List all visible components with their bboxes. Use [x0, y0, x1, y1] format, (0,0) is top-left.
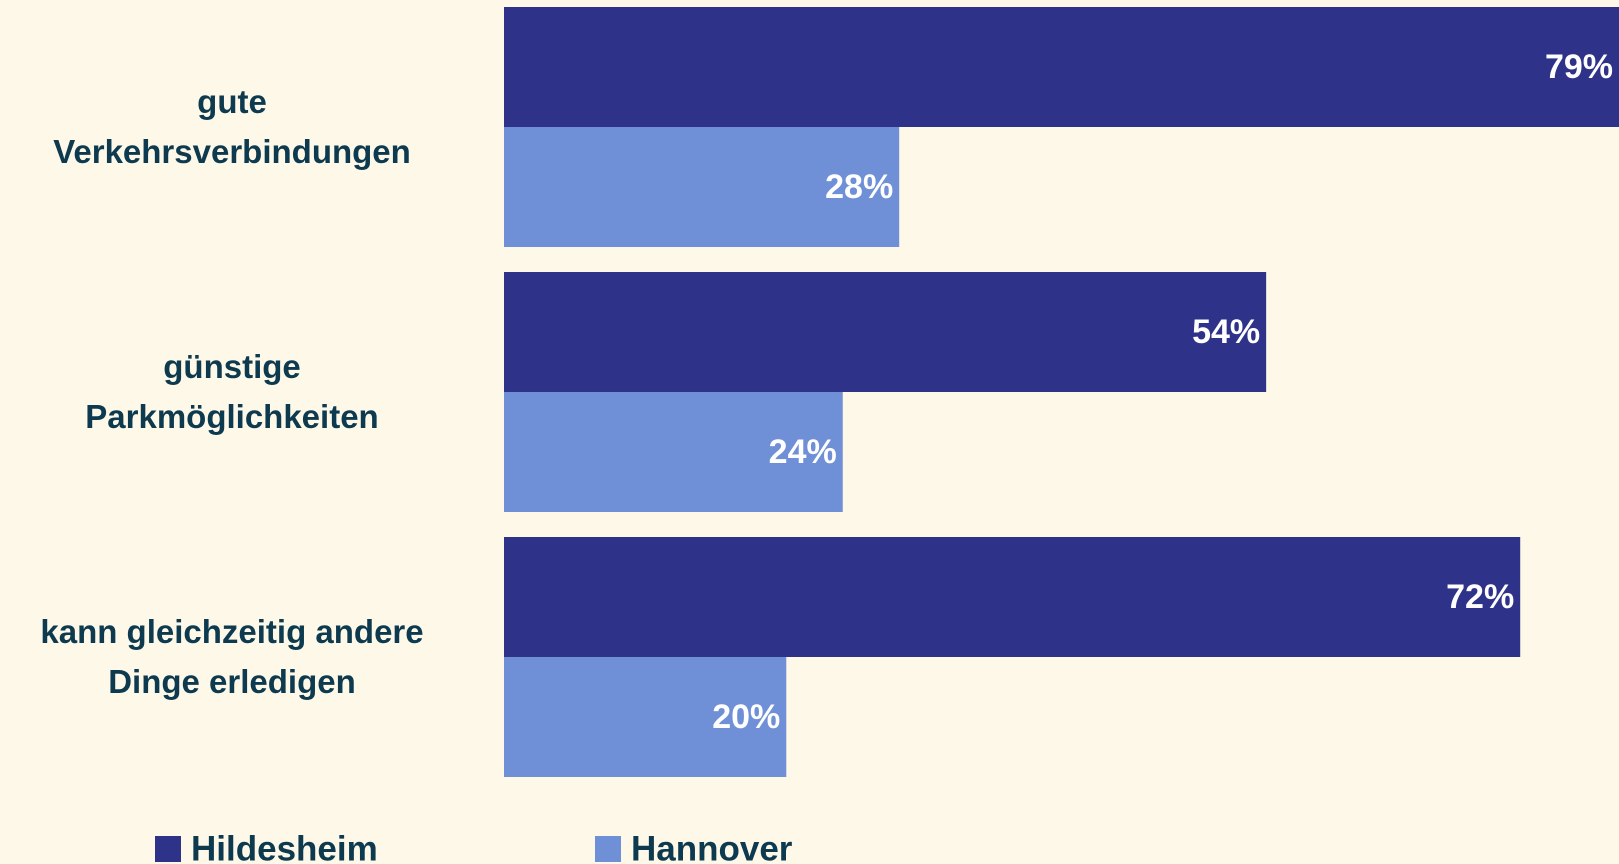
value-label: 28%: [825, 168, 893, 206]
category-label: kann gleichzeitig andere Dinge erledigen: [40, 613, 424, 700]
value-label: 20%: [712, 698, 780, 736]
category-label: günstige Parkmöglichkeiten: [85, 348, 379, 435]
legend-swatch: [155, 836, 181, 862]
legend-label: Hannover: [631, 829, 793, 864]
value-label: 54%: [1192, 313, 1260, 351]
bar: [504, 537, 1521, 657]
category-label: gute Verkehrsverbindungen: [53, 83, 411, 170]
bar: [504, 127, 900, 247]
value-label: 72%: [1446, 578, 1514, 616]
bar: [504, 272, 1267, 392]
bar: [504, 392, 843, 512]
value-label: 79%: [1545, 48, 1613, 86]
bar: [504, 7, 1619, 127]
value-label: 24%: [769, 433, 837, 471]
legend-swatch: [595, 836, 621, 862]
legend-label: Hildesheim: [191, 829, 378, 864]
bar: [504, 657, 787, 777]
